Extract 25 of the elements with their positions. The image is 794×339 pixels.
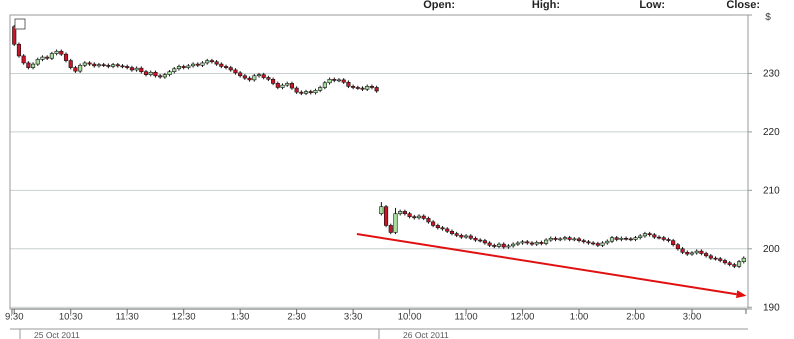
- x-tick-label: 10:30: [58, 312, 83, 323]
- x-tick-label: 1:30: [230, 312, 250, 323]
- text: Open:: [423, 0, 455, 11]
- x-tick-label: 1:00: [570, 312, 588, 323]
- x-tick-label: 12:30: [172, 312, 196, 323]
- x-tick-label: 11:00: [454, 312, 478, 323]
- x-tick-label: 2:00: [626, 312, 645, 323]
- text: Low:: [639, 0, 665, 11]
- y-axis-title: $: [765, 12, 772, 23]
- text: 26 Oct 2011: [403, 330, 449, 339]
- y-tick-label: 200: [763, 244, 780, 255]
- text: High:: [532, 0, 560, 11]
- x-tick-label: 3:00: [682, 312, 702, 323]
- x-tick-label: 9:30: [4, 312, 24, 323]
- y-tick-label: 210: [763, 186, 780, 197]
- x-tick-label: 10:00: [398, 312, 422, 323]
- text: Close:: [726, 0, 760, 11]
- y-tick-label: 220: [763, 127, 780, 138]
- text: 25 Oct 2011: [34, 330, 80, 339]
- y-tick-label: 190: [763, 302, 780, 314]
- x-tick-label: 2:30: [287, 312, 306, 323]
- y-tick-label: 230: [763, 68, 780, 80]
- x-tick-label: 3:30: [344, 312, 362, 323]
- x-tick-label: 12:00: [510, 312, 534, 323]
- x-tick-label: 11:30: [116, 312, 139, 323]
